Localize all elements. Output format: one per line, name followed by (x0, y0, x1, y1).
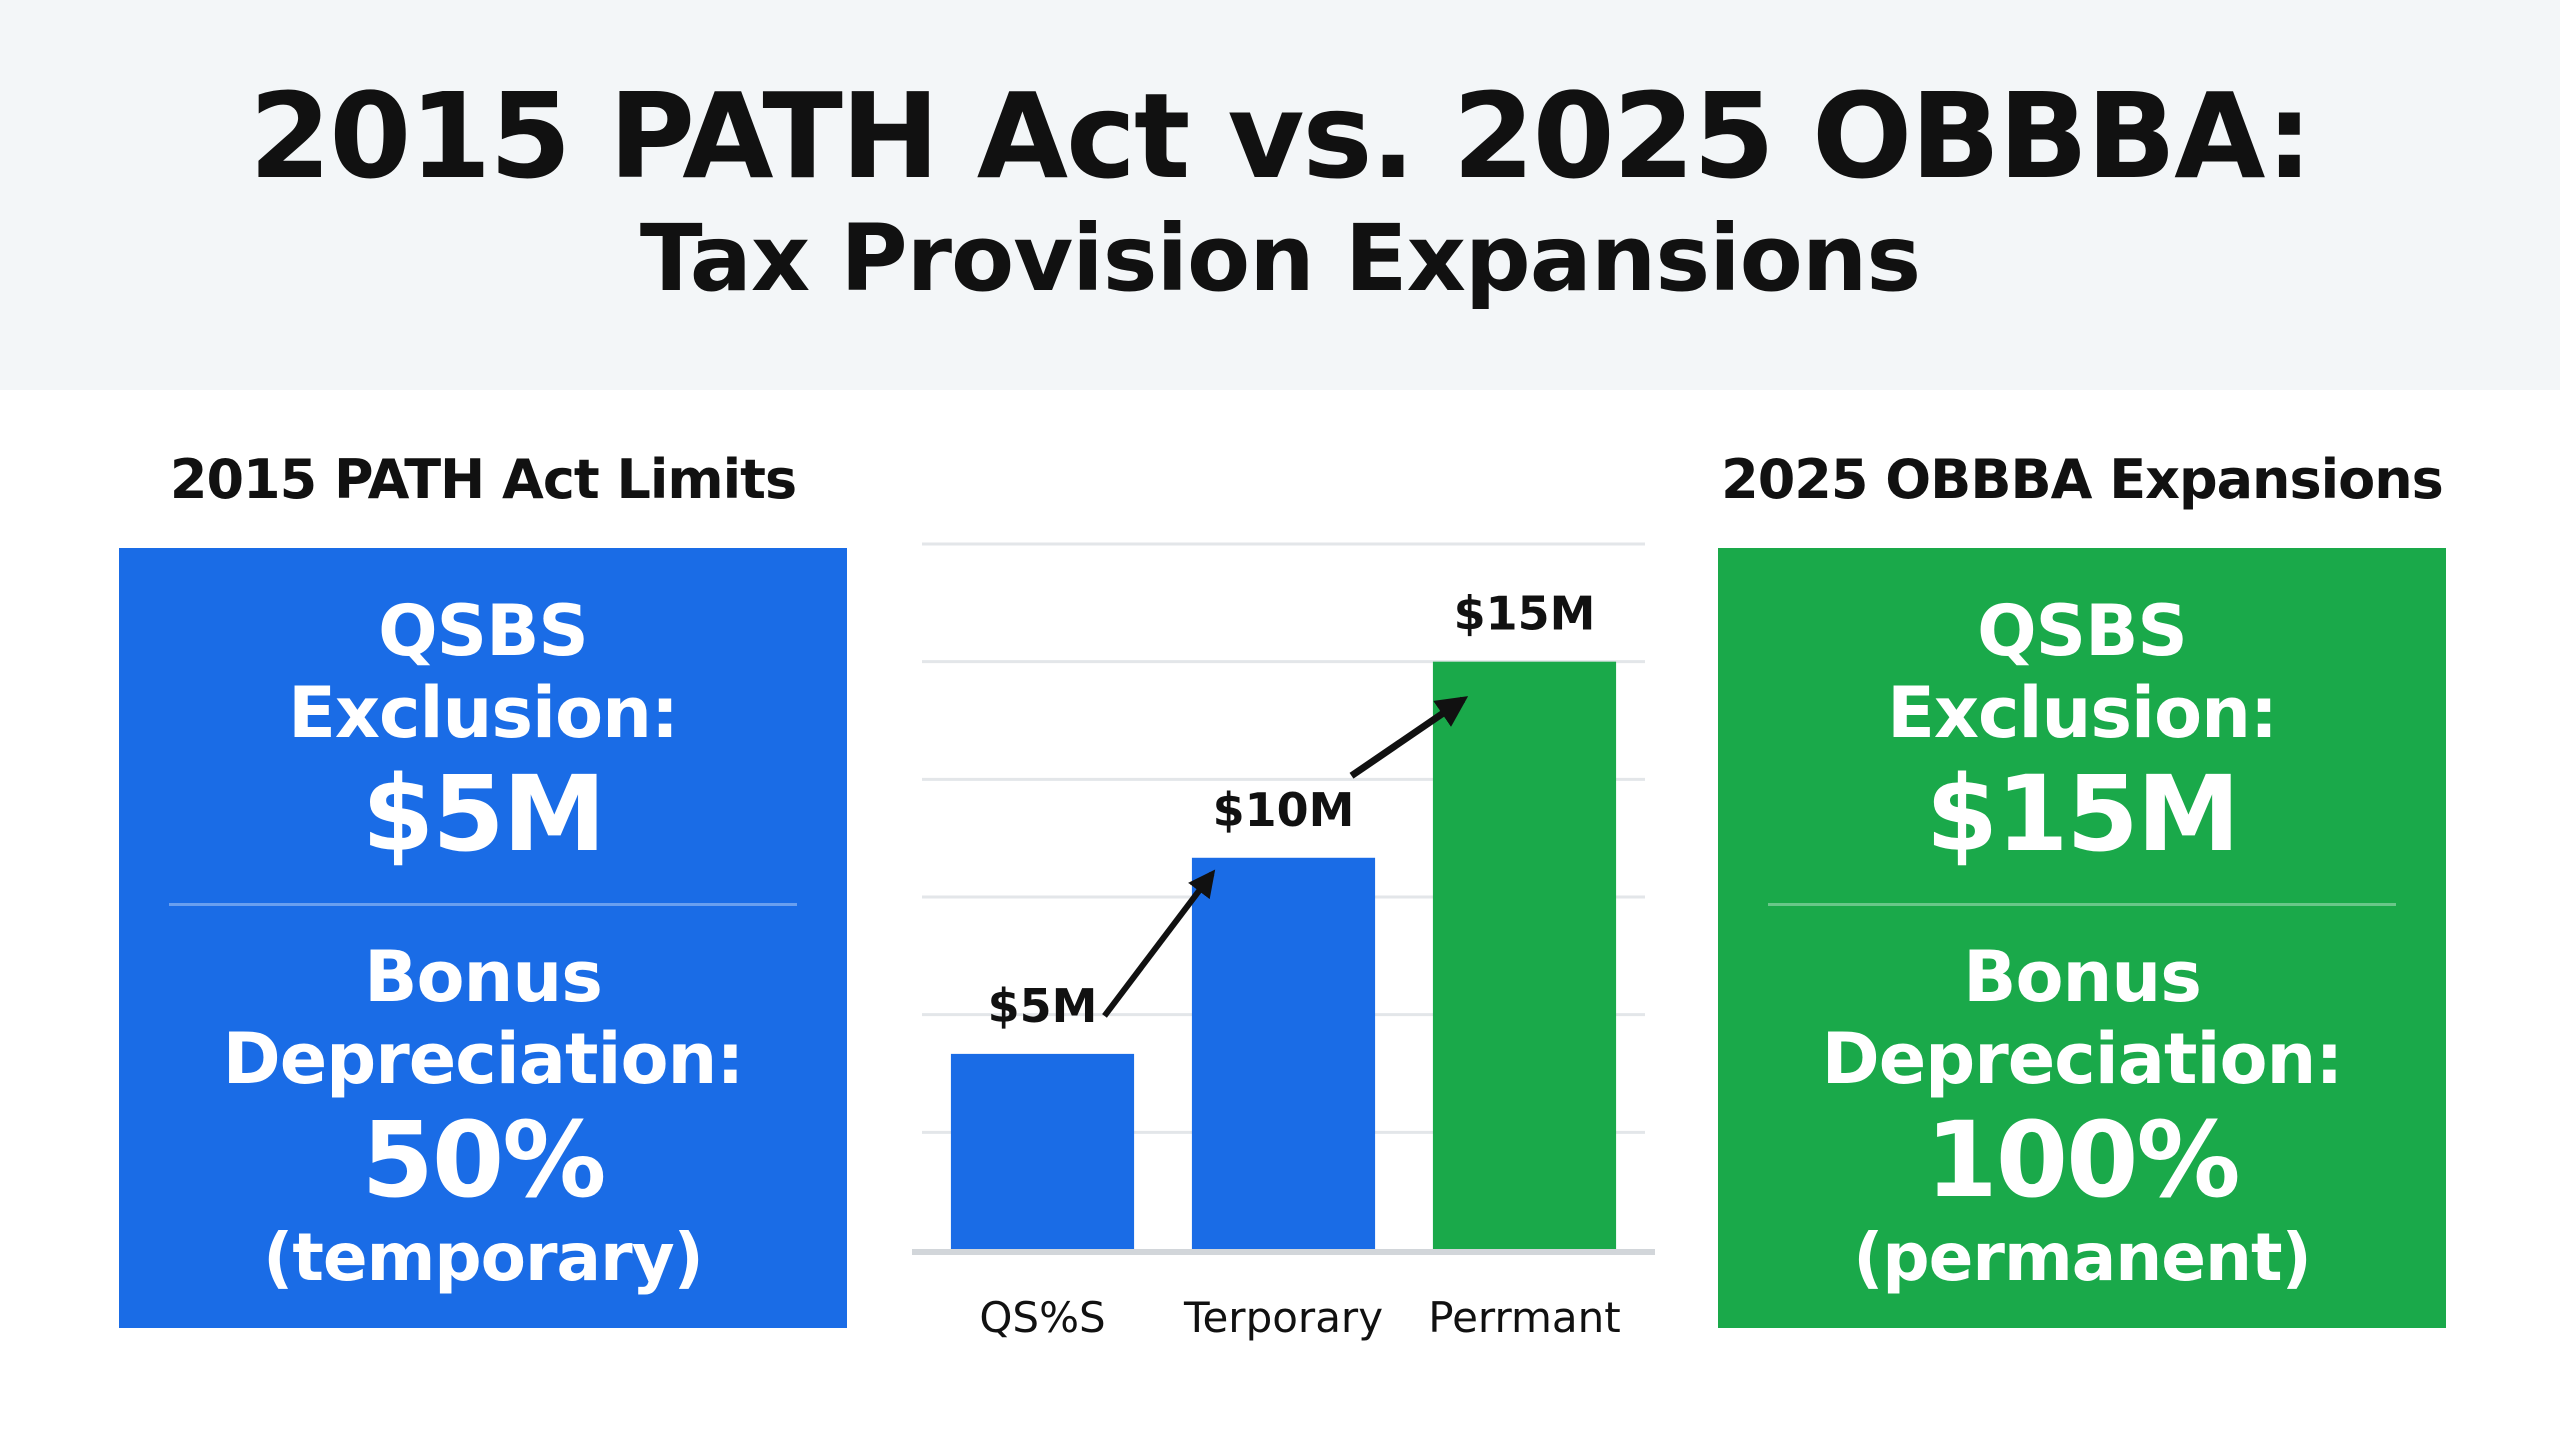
bar-1 (950, 1053, 1135, 1250)
right-qsbs-block: QSBS Exclusion: $15M (1718, 590, 2446, 874)
right-panel-heading: 2025 OBBBA Expansions (1721, 448, 2444, 511)
left-bonus-block: Bonus Depreciation: 50% (temporary) (119, 936, 847, 1296)
data-label-3: $15M (1454, 587, 1596, 641)
right-bonus-label-line1: Bonus (1963, 936, 2202, 1018)
right-bonus-note: (permanent) (1853, 1219, 2311, 1296)
bar-chart-svg: $5M QS%S $10M Terporary $15M Perrmant (912, 542, 1655, 1342)
growth-arrow-2 (1349, 696, 1469, 779)
bar-chart: $5M QS%S $10M Terporary $15M Perrmant (900, 520, 1680, 1350)
right-qsbs-label-line2: Exclusion: (1887, 672, 2278, 754)
right-qsbs-value: $15M (1925, 753, 2241, 875)
right-bonus-block: Bonus Depreciation: 100% (permanent) (1718, 936, 2446, 1296)
right-bonus-label-line2: Depreciation: (1821, 1018, 2344, 1100)
right-panel: QSBS Exclusion: $15M Bonus Depreciation:… (1718, 548, 2446, 1328)
page-subtitle: Tax Provision Expansions (639, 205, 1921, 312)
left-bonus-note: (temporary) (263, 1219, 704, 1296)
growth-arrow-1 (1102, 869, 1216, 1018)
data-label-2: $10M (1213, 783, 1355, 837)
left-panel-divider (169, 903, 797, 906)
page-title: 2015 PATH Act vs. 2025 OBBBA: (249, 67, 2313, 205)
x-tick-label-3: Perrmant (1428, 1293, 1620, 1342)
right-bonus-value: 100% (1925, 1099, 2240, 1221)
header-band (0, 0, 2560, 390)
bar-3 (1432, 661, 1617, 1250)
right-panel-divider (1768, 903, 2396, 906)
x-tick-label-2: Terporary (1183, 1293, 1383, 1342)
left-bonus-label-line1: Bonus (364, 936, 603, 1018)
left-qsbs-value: $5M (361, 753, 606, 875)
right-qsbs-label-line1: QSBS (1977, 590, 2188, 672)
data-label-1: $5M (988, 979, 1098, 1033)
left-bonus-value: 50% (361, 1099, 607, 1221)
left-bonus-label-line2: Depreciation: (222, 1018, 745, 1100)
left-qsbs-label-line1: QSBS (378, 590, 589, 672)
left-panel-heading: 2015 PATH Act Limits (169, 448, 797, 511)
x-tick-label-1: QS%S (979, 1293, 1105, 1342)
left-qsbs-label-line2: Exclusion: (288, 672, 679, 754)
bar-2 (1191, 857, 1376, 1250)
left-qsbs-block: QSBS Exclusion: $5M (119, 590, 847, 874)
left-panel: QSBS Exclusion: $5M Bonus Depreciation: … (119, 548, 847, 1328)
